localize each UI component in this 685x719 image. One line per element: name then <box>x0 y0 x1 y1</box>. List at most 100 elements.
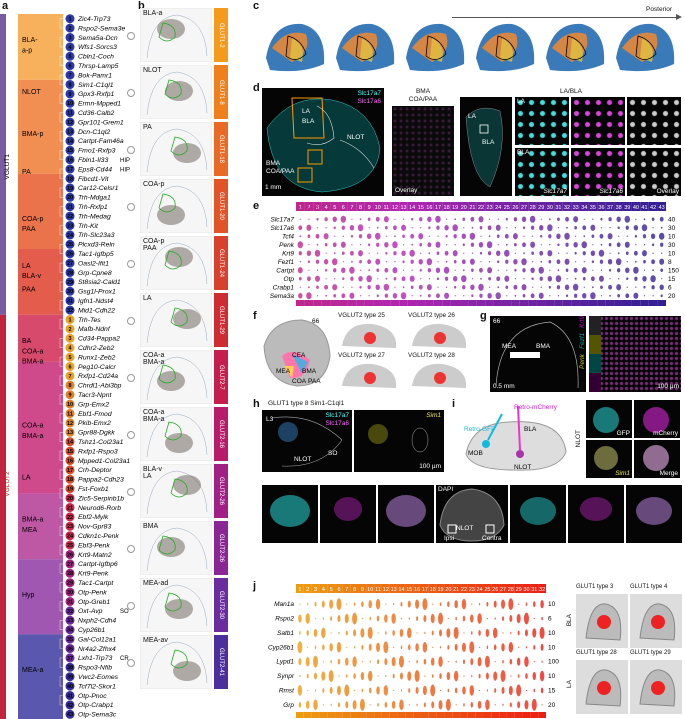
violin-mark <box>349 266 355 274</box>
column-footer-cell <box>648 300 658 306</box>
violin-mark <box>342 235 344 237</box>
violin-mark <box>305 656 310 667</box>
column-header-cell <box>347 202 357 211</box>
row-cluster-name: Cartpt-Fam46a <box>78 138 124 145</box>
row-number: 30 <box>67 590 73 596</box>
i-bottom-row: DAPI NLOT Ipsi Contra <box>262 485 682 543</box>
column-header-cell <box>303 584 312 593</box>
violin-mark <box>455 616 457 621</box>
column-footer-cell <box>442 300 451 306</box>
i-ipsi: Ipsi <box>444 535 455 542</box>
column-footer-cell <box>366 712 375 718</box>
violin-mark <box>375 284 380 291</box>
column-footer-cell <box>545 300 555 306</box>
dendrogram: VGLUT1 VGLUT2 BLA-a-p NLOT BMA-p PA COA-p PAA LA… <box>0 14 130 719</box>
violin-mark <box>547 275 553 282</box>
violin-mark <box>608 284 612 290</box>
violin-mark <box>598 249 605 257</box>
violin-mark <box>652 295 654 297</box>
row-number: 24 <box>67 233 74 239</box>
violin-mark <box>438 656 443 667</box>
violin-mark <box>401 250 406 257</box>
violin-mark <box>322 688 325 693</box>
violin-mark <box>488 235 491 238</box>
row-cluster-name: Rxfp1-Rspo3 <box>78 448 118 455</box>
violin-mark <box>447 617 449 620</box>
region-label: NLOT <box>22 89 41 96</box>
region-label: BMA-a <box>22 433 44 440</box>
row-number-badge <box>65 333 75 343</box>
column-header-number: 9 <box>368 205 371 211</box>
row-number: 16 <box>67 158 73 164</box>
violin-mark <box>435 241 441 248</box>
violin-mark <box>609 227 611 229</box>
row-number: 21 <box>67 205 73 211</box>
violin-mark <box>436 225 440 230</box>
violin-mark <box>344 613 349 624</box>
violin-mark <box>487 292 492 299</box>
violin-mark <box>454 600 458 609</box>
violin-mark <box>361 661 364 663</box>
violin-mark <box>359 260 362 264</box>
violin-mark <box>407 600 411 608</box>
violin-mark <box>504 249 510 257</box>
violin-mark <box>307 260 311 264</box>
row-number-badge <box>65 192 75 202</box>
violin-mark <box>427 216 432 223</box>
column-footer-cell <box>358 712 367 718</box>
violin-mark <box>358 275 363 282</box>
violin-mark <box>385 261 387 263</box>
row-number: 28 <box>67 270 73 276</box>
violin-mark <box>307 646 309 648</box>
violin-mark <box>541 660 543 663</box>
row-cluster-name: Gsg1l-Prox1 <box>78 289 116 296</box>
column-header-number: 25 <box>484 587 490 593</box>
row-cluster-name: Nxph2-Cdh4 <box>78 618 116 625</box>
row-number: 23 <box>67 223 73 229</box>
violin-mark <box>617 252 620 255</box>
violin-mark <box>547 250 553 257</box>
dendro-branch <box>59 526 66 536</box>
column-footer-cell <box>476 300 486 306</box>
row-cluster-name: Rxfp1-Cd24a <box>78 373 118 380</box>
column-header-number: 30 <box>547 205 553 211</box>
column-header-number: 27 <box>500 587 506 593</box>
column-footer-cell <box>485 300 494 306</box>
violin-mark <box>394 218 396 220</box>
panel-letter-e: e <box>253 200 260 212</box>
gene-scale: 30 <box>668 242 676 249</box>
violin-mark <box>600 269 603 271</box>
d-right-title: LA/BLA <box>559 88 583 95</box>
row-number-badge <box>65 70 75 80</box>
i-gfp: GFP <box>616 430 630 437</box>
gene-scale: 8 <box>668 259 672 266</box>
column-header-number: 40 <box>633 205 639 211</box>
violin-mark <box>642 234 647 239</box>
violin-mark <box>447 688 450 693</box>
violin-mark <box>307 689 309 692</box>
column-header-number: 21 <box>469 205 475 211</box>
column-footer-cell <box>631 300 641 306</box>
column-header-number: 21 <box>453 587 459 593</box>
violin-mark <box>502 616 505 621</box>
violin-mark <box>431 674 434 678</box>
row-number-badge <box>65 672 75 682</box>
violin-mark <box>445 234 448 238</box>
column-header-number: 35 <box>590 205 596 211</box>
row-number-badge <box>65 23 75 33</box>
violin-mark <box>408 644 411 651</box>
violin-mark <box>508 685 513 696</box>
row-number: 9 <box>68 393 71 399</box>
violin-mark <box>487 251 492 256</box>
violin-mark <box>661 278 663 280</box>
violin-mark <box>463 227 465 229</box>
column-footer-cell <box>502 300 512 306</box>
row-cluster-name: Tac1-Igfbp5 <box>78 251 114 258</box>
violin-mark <box>307 234 311 238</box>
violin-mark <box>452 275 458 282</box>
i-contra: Contra <box>482 535 502 542</box>
j-type-map: GLUT1 type 4 <box>630 584 682 648</box>
violin-mark <box>393 225 397 231</box>
row-number: 22 <box>67 515 73 521</box>
violin-mark <box>583 286 585 288</box>
